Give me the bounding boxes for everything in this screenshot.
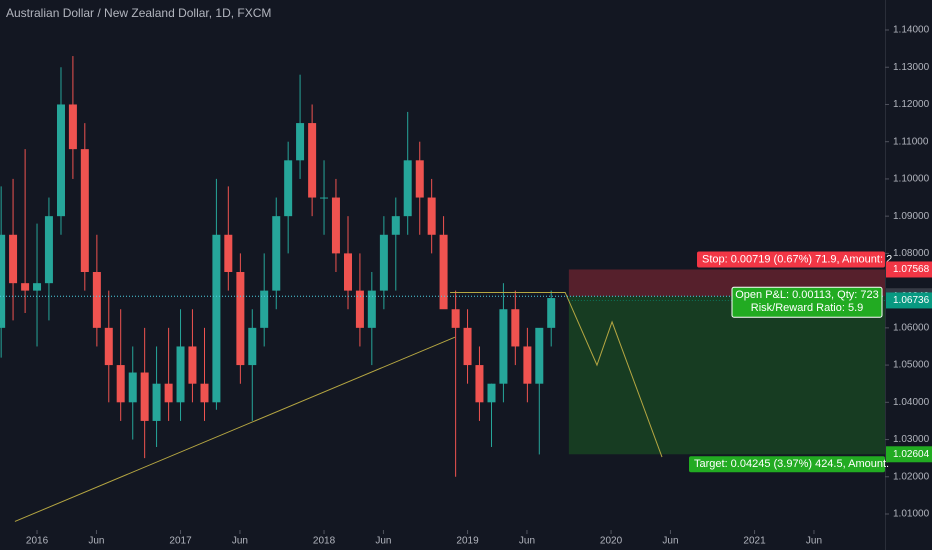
candle-body [176, 346, 185, 403]
y-tick-label: 1.05000 [893, 360, 930, 371]
x-tick-label: Jun [519, 536, 535, 547]
price-tag [886, 292, 932, 309]
candle-body [272, 216, 281, 291]
x-tick-label: Jun [375, 536, 391, 547]
price-tag-label: 1.07568 [893, 264, 930, 275]
x-tick-label: 2019 [456, 536, 479, 547]
drawn-line [14, 336, 456, 522]
x-tick-label: 2016 [26, 536, 49, 547]
candle-body [200, 383, 209, 403]
x-tick-label: 2018 [313, 536, 336, 547]
candle-body [21, 283, 30, 291]
price-tag-label: 1.06736 [893, 295, 930, 306]
candle-body [80, 149, 89, 273]
candle-body [92, 272, 101, 328]
candle-body [499, 309, 508, 384]
candle-body [415, 160, 424, 198]
y-tick-label: 1.03000 [893, 434, 930, 445]
x-tick-label: 2020 [600, 536, 623, 547]
x-tick-label: Jun [806, 536, 822, 547]
candle-body [0, 234, 6, 328]
candle-body [236, 272, 245, 366]
candle-body [56, 104, 65, 217]
candle-body [403, 160, 412, 217]
candle-body [320, 197, 329, 199]
candle-body [140, 372, 149, 421]
y-tick-label: 1.09000 [893, 211, 930, 222]
y-tick-label: 1.06000 [893, 322, 930, 333]
candle-body [451, 309, 460, 328]
candle-body [68, 104, 77, 150]
y-tick-label: 1.01000 [893, 509, 930, 520]
candle-body [212, 234, 221, 403]
pnl-box [731, 286, 883, 318]
candle-body [188, 346, 197, 384]
candle-body [523, 346, 532, 384]
candle-body [344, 253, 353, 291]
candle-body [331, 197, 340, 254]
candle-body [511, 309, 520, 347]
candle-body [164, 383, 173, 403]
label-box [689, 456, 885, 473]
x-tick-label: 2021 [743, 536, 766, 547]
y-tick-label: 1.13000 [893, 62, 930, 73]
candle-body [547, 298, 556, 328]
candle-body [379, 234, 388, 291]
candle-body [535, 327, 544, 384]
drawn-line [564, 291, 663, 458]
chart-title: Australian Dollar / New Zealand Dollar, … [6, 6, 271, 20]
y-tick-label: 1.04000 [893, 397, 930, 408]
y-tick-label: 1.08000 [893, 248, 930, 259]
price-tag-label: 1.02604 [893, 449, 930, 460]
candle-body [391, 216, 400, 235]
candle-body [248, 327, 257, 366]
candle-body [33, 283, 42, 291]
x-tick-label: Jun [662, 536, 678, 547]
y-tick-label: 1.14000 [893, 25, 930, 36]
candle-body [427, 197, 436, 235]
candle-body [367, 290, 376, 328]
candle-body [9, 234, 18, 284]
rr-text: Risk/Reward Ratio: 5.9 [751, 302, 864, 314]
x-tick-label: Jun [232, 536, 248, 547]
candle-body [296, 123, 305, 161]
candle-body [116, 365, 125, 403]
candle-body [463, 327, 472, 366]
y-tick-label: 1.02000 [893, 471, 930, 482]
candle-body [152, 383, 161, 421]
x-tick-label: 2017 [169, 536, 192, 547]
candle-body [487, 383, 496, 403]
candle-body [308, 123, 317, 198]
candle-body [128, 372, 137, 403]
price-tag [886, 261, 932, 278]
candle-body [44, 216, 53, 284]
pnl-text: Open P&L: 0.00113, Qty: 723 [735, 289, 879, 301]
label-text: Target: 0.04245 (3.97%) 424.5, Amount: [694, 458, 889, 470]
y-tick-label: 1.12000 [893, 99, 930, 110]
candle-body [284, 160, 293, 217]
candle-body [224, 234, 233, 273]
label-text: Stop: 0.00719 (0.67%) 71.9, Amount: 2 [702, 253, 892, 265]
candle-body [439, 234, 448, 310]
candle-body [475, 365, 484, 403]
candle-body [104, 327, 113, 366]
label-box [697, 251, 885, 268]
candle-body [260, 290, 269, 328]
price-tag [886, 446, 932, 463]
target-zone [568, 296, 885, 455]
y-tick-label: 1.10000 [893, 174, 930, 185]
y-tick-label: 1.11000 [893, 136, 929, 147]
x-tick-label: Jun [88, 536, 104, 547]
candle-body [355, 290, 364, 328]
